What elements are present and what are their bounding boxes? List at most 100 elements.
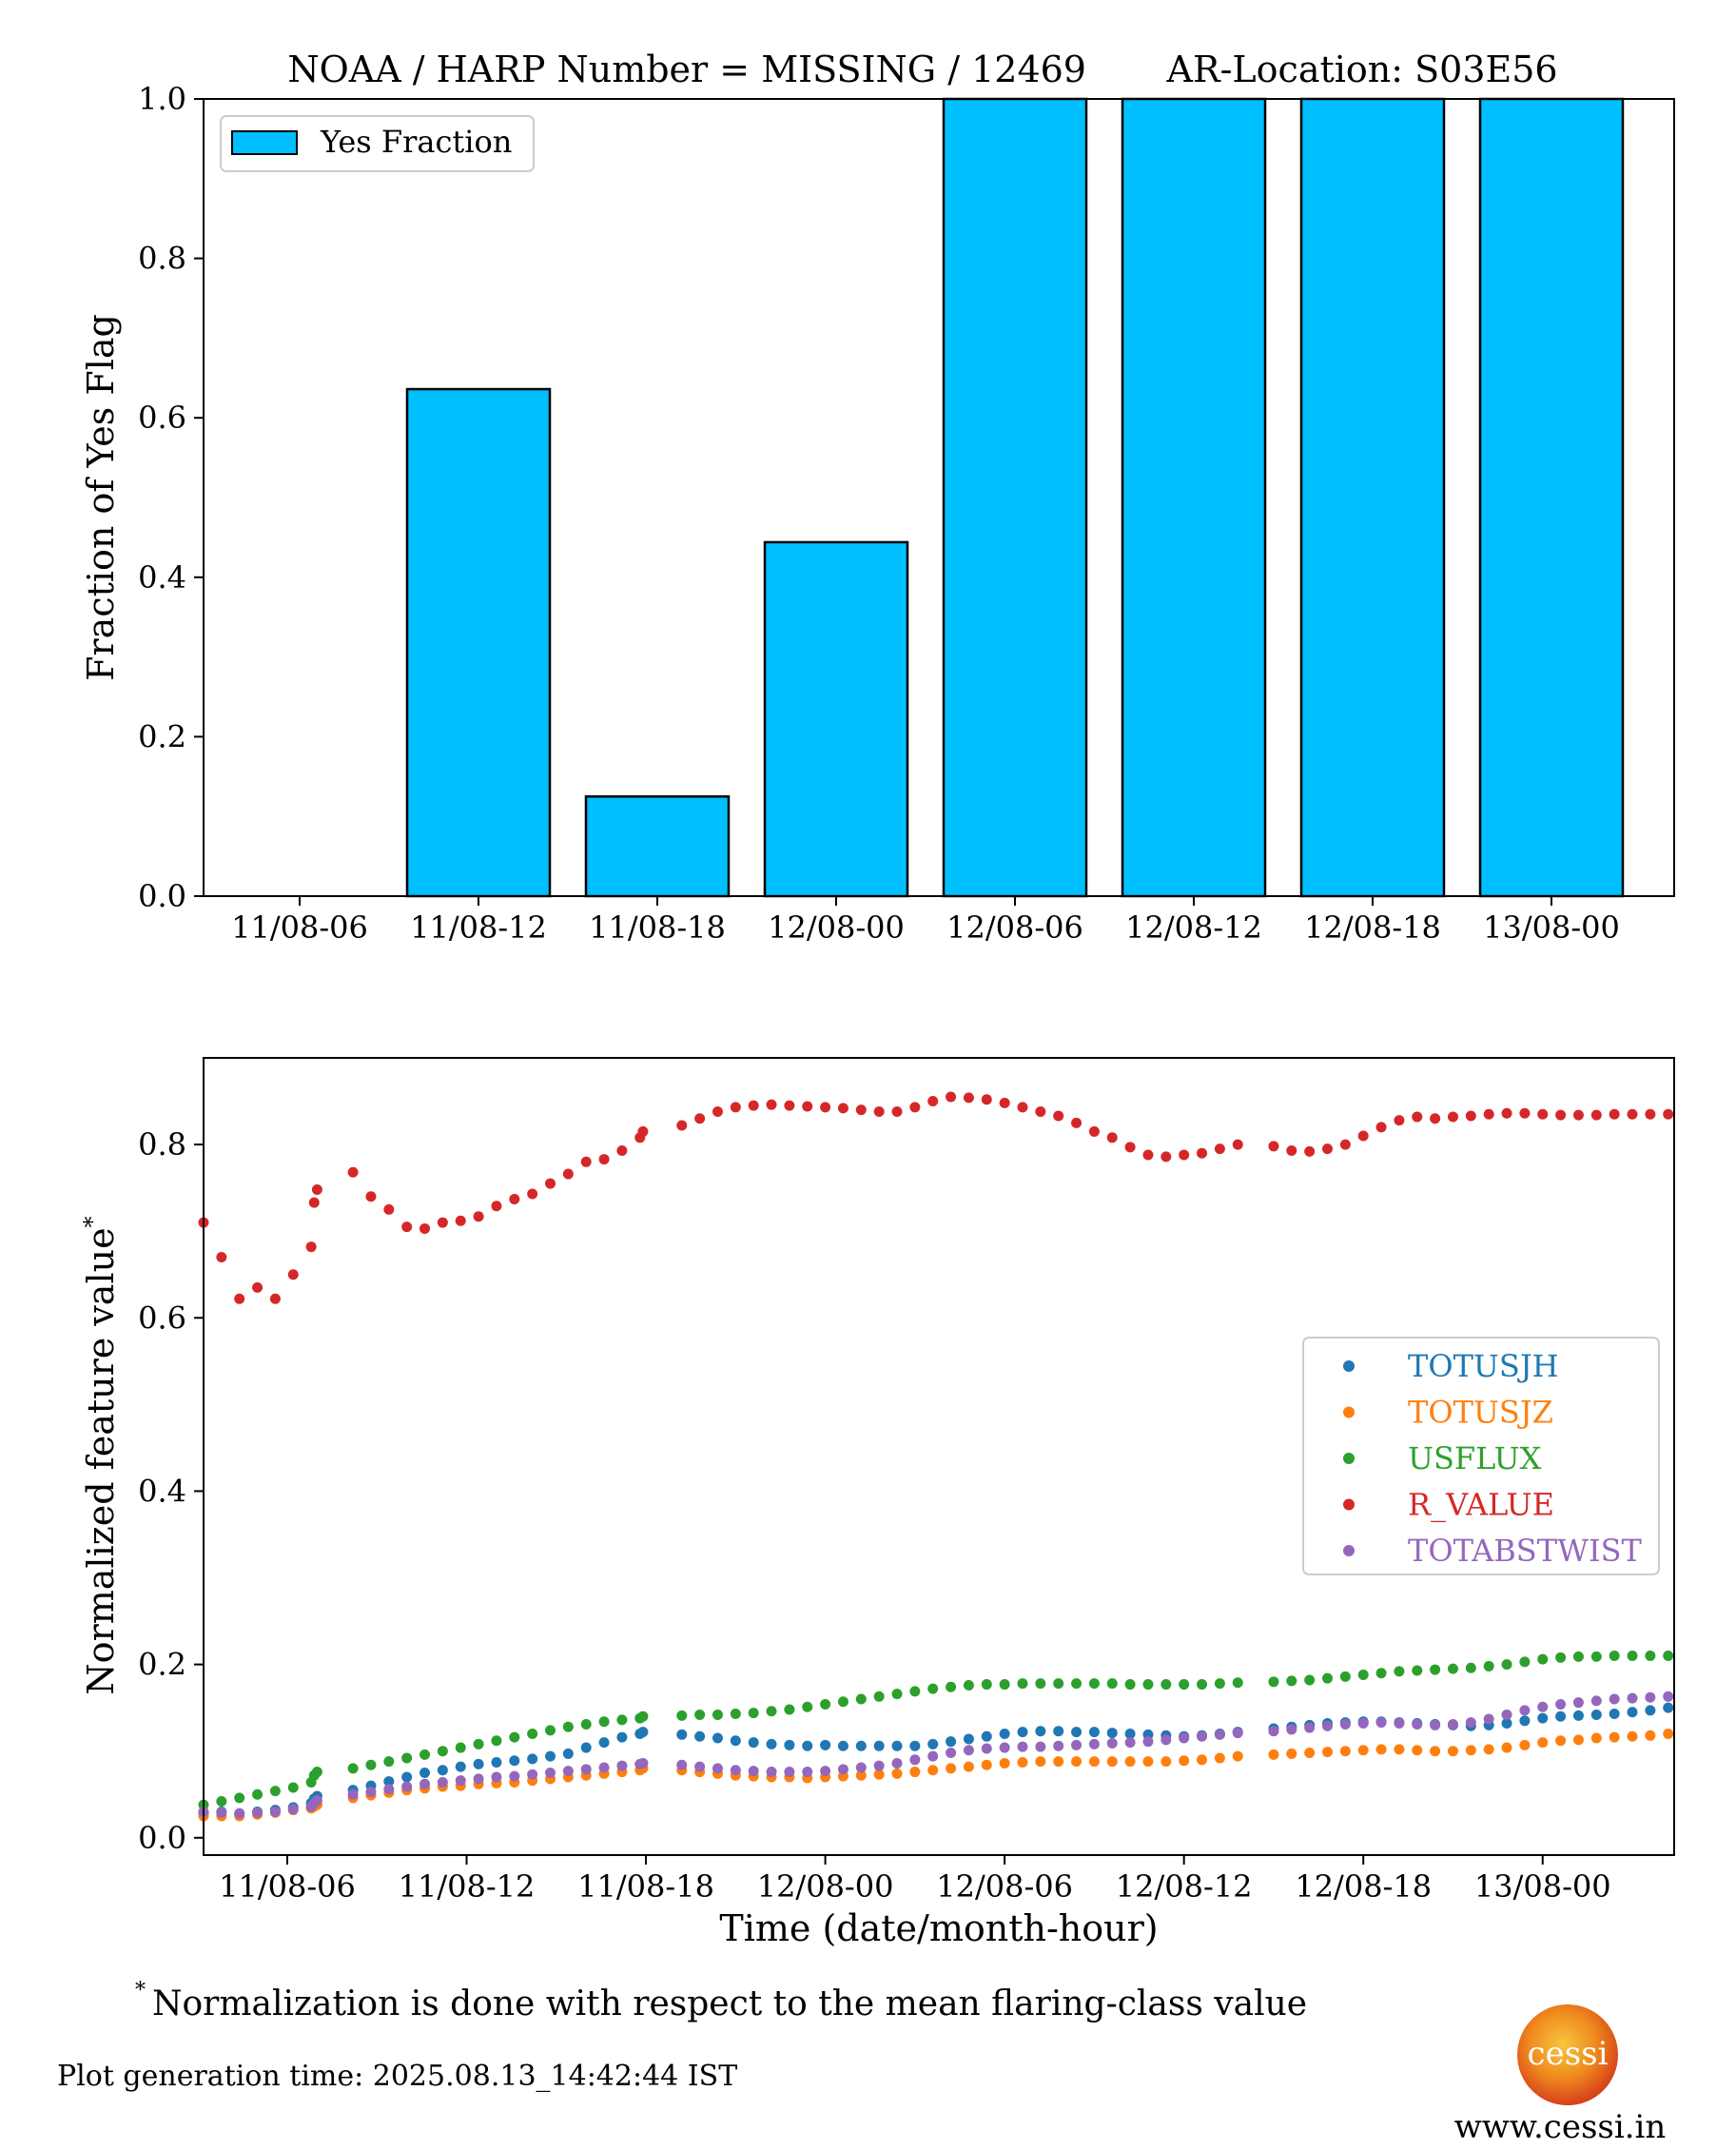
point-usflux [562, 1721, 574, 1732]
point-r_value [1447, 1111, 1458, 1123]
point-usflux [1161, 1679, 1172, 1691]
point-r_value [491, 1201, 502, 1212]
bar-x-tick-label: 11/08-12 [410, 909, 547, 946]
point-usflux [580, 1718, 592, 1730]
point-r_value [784, 1100, 795, 1111]
bar-13/08-00 [1478, 97, 1625, 898]
point-totusjz [1124, 1756, 1136, 1768]
website-link-text[interactable]: www.cessi.in [1454, 2108, 1667, 2146]
point-totusjh [383, 1776, 395, 1788]
point-r_value [1339, 1139, 1351, 1150]
point-usflux [855, 1693, 867, 1705]
point-totabstwist [891, 1757, 903, 1769]
point-usflux [802, 1701, 813, 1712]
point-r_value [909, 1102, 921, 1113]
point-totusjh [927, 1738, 939, 1749]
point-totusjz [1394, 1744, 1405, 1755]
point-totabstwist [545, 1767, 556, 1778]
point-r_value [1483, 1108, 1494, 1120]
point-totusjh [981, 1730, 992, 1742]
bar-y-tick-label: 0.8 [138, 241, 186, 277]
point-usflux [1214, 1678, 1225, 1690]
point-totusjz [927, 1765, 939, 1776]
point-totabstwist [1035, 1741, 1046, 1752]
point-totabstwist [1232, 1728, 1243, 1739]
point-r_value [311, 1183, 322, 1195]
point-totusjh [473, 1758, 484, 1769]
point-r_value [473, 1211, 484, 1222]
point-r_value [1321, 1143, 1333, 1155]
point-totabstwist [981, 1743, 992, 1754]
point-usflux [999, 1679, 1010, 1691]
point-totabstwist [616, 1760, 628, 1771]
scatter-y-tick-label: 0.8 [138, 1126, 186, 1163]
bar-11/08-18 [584, 795, 731, 898]
point-totabstwist [946, 1748, 957, 1759]
point-totabstwist [712, 1763, 723, 1774]
point-totusjh [509, 1755, 520, 1767]
point-totusjz [1161, 1756, 1172, 1768]
point-r_value [1537, 1108, 1549, 1120]
point-usflux [1035, 1678, 1046, 1690]
point-totusjh [598, 1737, 610, 1749]
point-r_value [1035, 1105, 1046, 1117]
point-usflux [637, 1710, 649, 1722]
point-totusjh [1053, 1726, 1064, 1737]
point-r_value [712, 1105, 723, 1117]
point-totusjz [1430, 1746, 1441, 1757]
point-totusjz [1321, 1747, 1333, 1758]
point-totabstwist [234, 1808, 245, 1819]
point-totabstwist [873, 1760, 885, 1771]
point-r_value [802, 1101, 813, 1112]
bar-y-tick-label: 1.0 [138, 81, 186, 117]
scatter-series [198, 1091, 1674, 1822]
point-usflux [491, 1735, 502, 1747]
point-usflux [1286, 1675, 1297, 1687]
bar-y-tick-label: 0.4 [138, 559, 186, 596]
point-usflux [873, 1691, 885, 1702]
bar-12/08-06 [942, 97, 1088, 898]
legend-label-totusjh: TOTUSJH [1408, 1348, 1559, 1384]
point-r_value [766, 1099, 777, 1110]
point-totabstwist [1572, 1697, 1584, 1709]
point-totusjh [1663, 1702, 1674, 1713]
point-r_value [1501, 1107, 1512, 1119]
bar-legend-label: Yes Fraction [320, 124, 512, 160]
point-totabstwist [784, 1767, 795, 1778]
point-r_value [946, 1091, 957, 1103]
bar-plot-frame [203, 98, 1675, 897]
point-totabstwist [1609, 1693, 1620, 1705]
point-totusjz [1214, 1752, 1225, 1764]
point-r_value [820, 1102, 831, 1113]
point-totusjz [1304, 1748, 1316, 1759]
point-usflux [1053, 1678, 1064, 1690]
legend-label-totabstwist: TOTABSTWIST [1408, 1533, 1643, 1569]
point-r_value [616, 1144, 628, 1156]
point-totusjz [946, 1763, 957, 1774]
point-totusjz [1483, 1744, 1494, 1755]
legend-marker-totabstwist [1343, 1545, 1355, 1556]
point-usflux [269, 1786, 281, 1797]
legend-label-totusjz: TOTUSJZ [1408, 1395, 1553, 1431]
point-r_value [305, 1241, 317, 1253]
scatter-y-tick-label: 0.4 [138, 1473, 186, 1509]
point-totusjh [820, 1739, 831, 1750]
bar-x-tick-label: 12/08-12 [1125, 909, 1262, 946]
point-totabstwist [1430, 1719, 1441, 1730]
point-r_value [401, 1222, 413, 1233]
point-totabstwist [311, 1795, 322, 1807]
point-r_value [748, 1100, 759, 1111]
point-totusjh [873, 1740, 885, 1751]
scatter-x-axis-label: Time (date/month-hour) [719, 1907, 1158, 1949]
point-usflux [784, 1704, 795, 1715]
point-usflux [820, 1699, 831, 1710]
footnote-marker: * [135, 1979, 146, 2003]
point-totusjz [1519, 1739, 1531, 1750]
point-totusjh [676, 1729, 688, 1740]
website-link[interactable]: www.cessi.in [1454, 2108, 1667, 2146]
bar-12/08-12 [1121, 97, 1267, 898]
point-usflux [365, 1759, 377, 1770]
point-r_value [676, 1120, 688, 1131]
point-r_value [1106, 1132, 1118, 1143]
point-totusjh [909, 1740, 921, 1751]
